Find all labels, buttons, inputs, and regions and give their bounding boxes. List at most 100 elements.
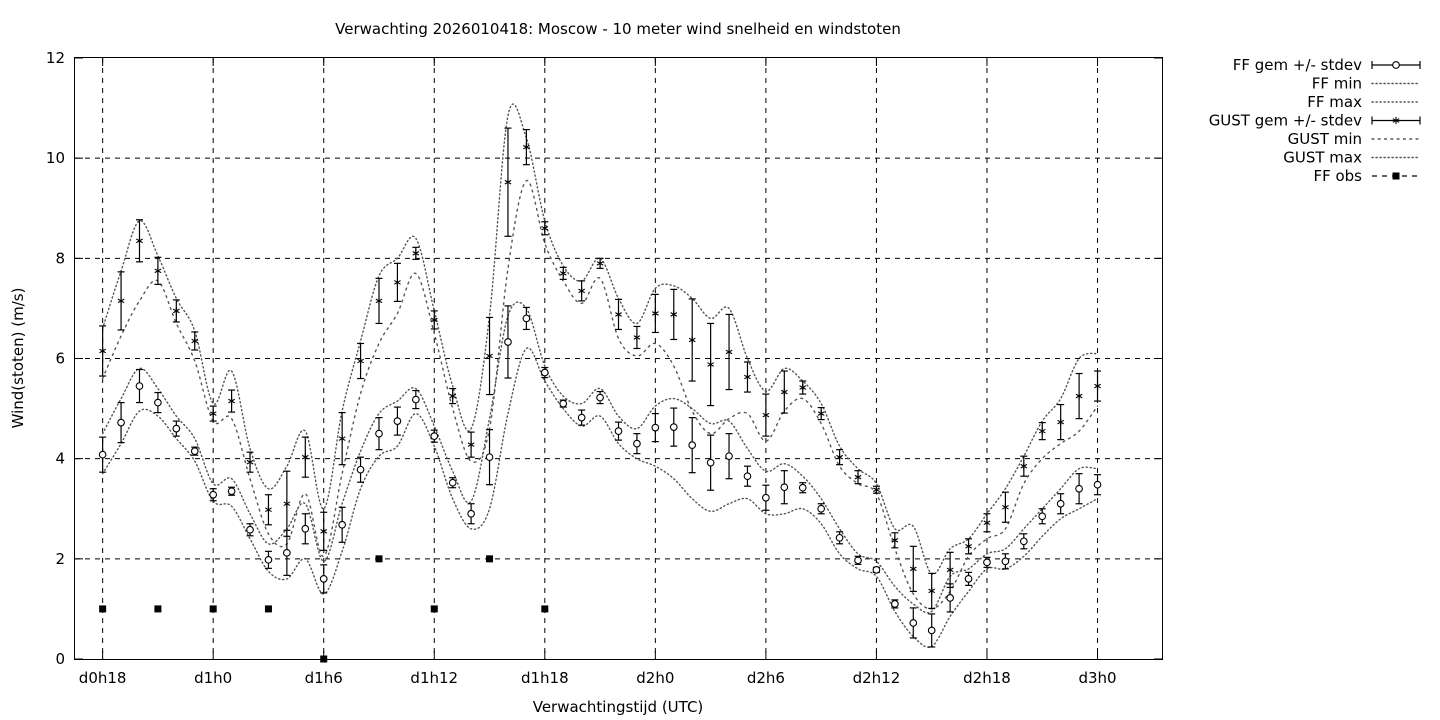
y-tick-label: 10 <box>46 149 65 167</box>
gust-mean-point <box>191 337 199 345</box>
gust-mean-point <box>283 500 291 508</box>
ff-obs-point <box>486 555 494 563</box>
ff-mean-point <box>559 399 568 408</box>
ff-mean-point <box>927 626 936 635</box>
curve-ff-max <box>101 301 1099 614</box>
ff-mean-point <box>891 600 899 608</box>
gust-mean-point <box>172 307 180 315</box>
gust-mean-point <box>965 542 972 550</box>
x-tick-label: d3h0 <box>1078 669 1116 687</box>
gust-mean-point <box>780 388 788 396</box>
gust-mean-point <box>412 249 420 257</box>
gust-mean-point <box>504 178 512 186</box>
ff-mean-point <box>154 398 162 407</box>
min-max-curves <box>101 103 1099 648</box>
legend-label: GUST min <box>1288 130 1362 148</box>
gust-mean-point <box>873 486 880 494</box>
ff-mean-point <box>227 487 236 496</box>
ff-mean-point <box>246 525 254 534</box>
ff-mean-point <box>633 439 641 448</box>
ff-mean-point <box>264 555 273 564</box>
ff-mean-point <box>725 452 733 461</box>
x-tick-label: d0h18 <box>79 669 127 687</box>
legend-label: FF obs <box>1313 167 1362 185</box>
gust-mean-point <box>1001 503 1009 511</box>
ff-mean-point <box>283 548 291 557</box>
x-tick-label: d1h0 <box>194 669 232 687</box>
ff-mean-point <box>319 575 328 583</box>
ff-mean-point <box>1093 480 1102 489</box>
gust-mean-point <box>762 411 770 419</box>
gust-mean-point <box>265 506 272 514</box>
legend-label: FF max <box>1307 93 1362 111</box>
ff-mean-point <box>356 465 365 474</box>
y-axis-label: Wind(stoten) (m/s) <box>9 288 27 429</box>
y-tick-label: 2 <box>55 550 65 568</box>
ff-mean-point <box>467 509 475 518</box>
ff-mean-point <box>301 524 310 533</box>
legend-label: GUST gem +/- stdev <box>1209 112 1362 130</box>
ff-obs-point <box>99 605 107 613</box>
gust-mean-point <box>817 409 825 418</box>
gust-mean-point <box>1038 427 1046 435</box>
gust-mean-point <box>1020 462 1028 470</box>
x-tick-label: d1h6 <box>305 669 343 687</box>
ff-mean-point <box>430 432 439 440</box>
ff-mean-point <box>485 453 494 462</box>
gust-mean-point <box>430 316 438 324</box>
x-tick-label: d2h6 <box>747 669 785 687</box>
ff-mean-point <box>817 504 826 513</box>
ff-mean-point <box>1001 557 1010 566</box>
ff-mean-point <box>983 558 991 567</box>
gust-mean-point <box>744 373 751 381</box>
gust-mean-point <box>1057 418 1065 426</box>
ff-obs-point <box>430 605 438 613</box>
x-tick-label: d2h18 <box>963 669 1011 687</box>
gust-mean-point <box>578 287 586 295</box>
ff-obs-point <box>209 605 217 613</box>
ff-mean-point <box>190 447 199 456</box>
grid-lines <box>75 58 1162 659</box>
ff-mean-point <box>872 566 881 574</box>
ff-mean-point <box>964 575 973 583</box>
ff-mean-point <box>504 338 512 346</box>
gust-mean-point <box>891 536 899 544</box>
x-tick-label: d2h12 <box>853 669 901 687</box>
ff-mean-point <box>577 413 586 422</box>
ff-mean-point <box>780 483 789 492</box>
ff-mean-point <box>909 619 918 627</box>
ff-mean-point <box>209 490 218 499</box>
gust-mean-point <box>357 357 364 365</box>
gust-mean-point <box>228 397 236 405</box>
x-tick-label: d2h0 <box>636 669 674 687</box>
gust-mean-point <box>320 527 328 535</box>
gust-mean-point <box>209 409 217 418</box>
ff-mean-point <box>117 418 125 427</box>
gust-mean-point <box>154 267 162 275</box>
gust-mean-point <box>670 310 678 319</box>
gust-mean-point <box>559 269 567 277</box>
ff-mean-point <box>798 483 807 492</box>
legend-label: FF gem +/- stdev <box>1233 56 1362 74</box>
ff-mean-point <box>596 393 604 402</box>
ff-mean-point <box>411 395 420 404</box>
ff-mean-point <box>614 427 623 435</box>
ff-mean-point <box>946 594 954 602</box>
gust-mean-point <box>725 348 733 356</box>
gust-mean-point <box>117 297 125 305</box>
gust-mean-point <box>301 453 309 461</box>
ff-mean-point <box>540 368 549 377</box>
ff-mean-point <box>854 556 862 565</box>
gust-mean-point <box>909 565 917 573</box>
data-marks <box>98 127 1102 663</box>
ff-mean-point <box>762 493 770 502</box>
gust-mean-point <box>375 297 383 305</box>
legend-marker-star <box>1392 116 1400 125</box>
gust-mean-point <box>799 383 807 392</box>
ff-mean-point <box>1056 499 1065 508</box>
gust-mean-point <box>836 453 843 461</box>
ff-mean-point <box>1019 537 1028 546</box>
ff-mean-point <box>669 423 678 431</box>
